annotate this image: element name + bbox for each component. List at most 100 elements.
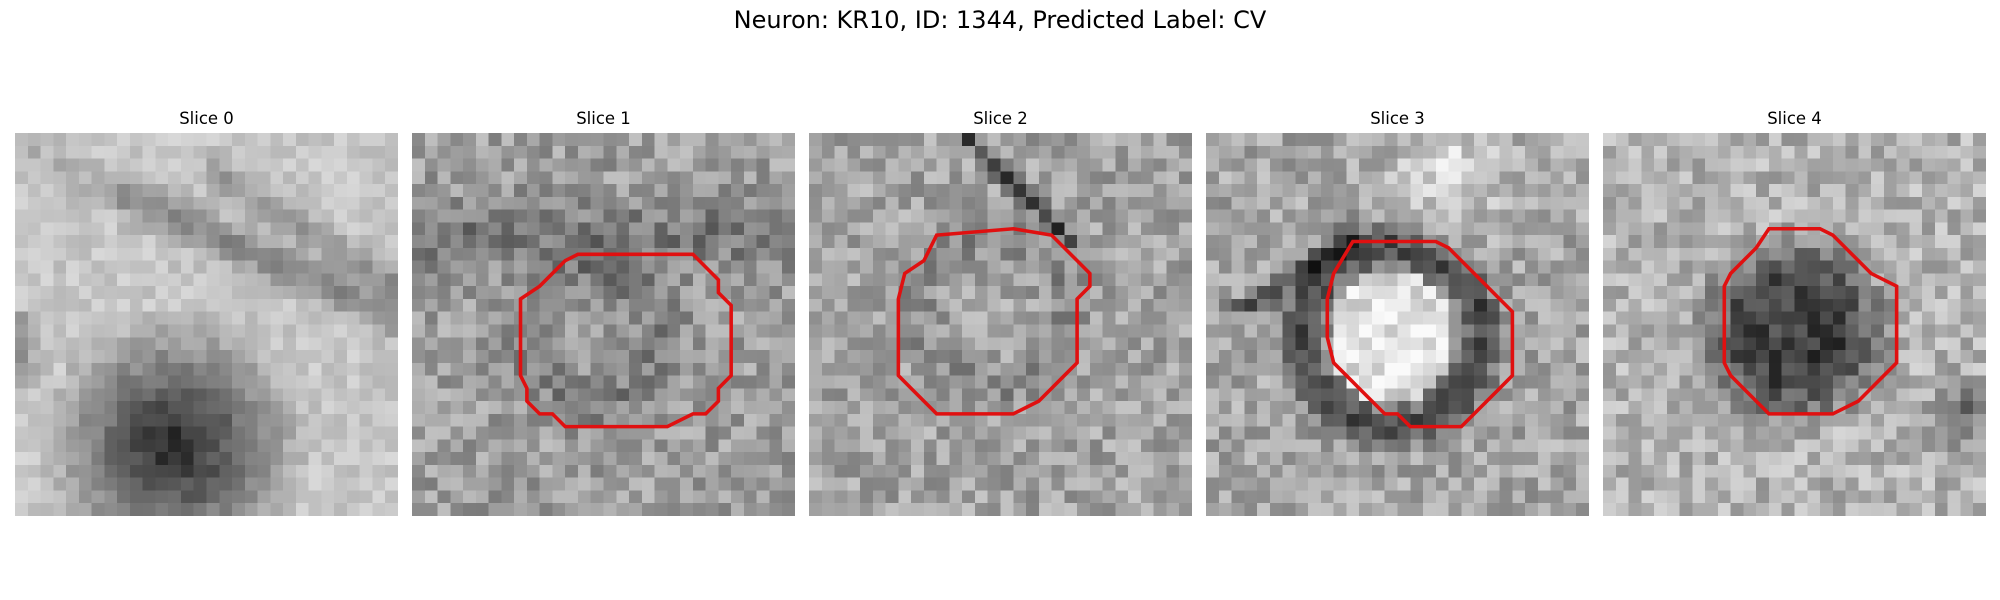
image-pixel [552, 145, 566, 159]
image-pixel [565, 286, 579, 300]
image-pixel [1550, 337, 1564, 351]
image-pixel [53, 260, 67, 274]
image-pixel [1448, 209, 1462, 223]
image-pixel [1832, 503, 1846, 516]
image-pixel [692, 235, 706, 249]
image-pixel [1666, 464, 1680, 478]
image-pixel [526, 350, 540, 364]
image-pixel [885, 464, 899, 478]
image-pixel [1384, 222, 1398, 236]
image-pixel [1781, 452, 1795, 466]
image-pixel [321, 158, 335, 172]
image-pixel [1448, 350, 1462, 364]
image-pixel [1077, 158, 1091, 172]
image-pixel [1768, 388, 1782, 402]
image-pixel [475, 401, 489, 415]
image-pixel [1615, 184, 1629, 198]
image-pixel [1038, 503, 1052, 516]
image-pixel [962, 235, 976, 249]
image-pixel [1206, 337, 1220, 351]
image-pixel [1947, 260, 1961, 274]
image-pixel [1206, 375, 1220, 389]
image-pixel [1512, 298, 1526, 312]
image-pixel [1679, 452, 1693, 466]
image-pixel [769, 273, 783, 287]
image-pixel [1883, 388, 1897, 402]
image-pixel [860, 286, 874, 300]
image-pixel [1499, 413, 1513, 427]
image-pixel [1206, 311, 1220, 325]
image-pixel [283, 401, 297, 415]
image-pixel [1333, 413, 1347, 427]
image-pixel [463, 260, 477, 274]
image-pixel [1308, 247, 1322, 261]
image-pixel [1166, 247, 1180, 261]
image-pixel [1000, 477, 1014, 491]
image-pixel [1140, 388, 1154, 402]
image-pixel [1576, 413, 1589, 427]
image-pixel [654, 324, 668, 338]
image-pixel [78, 337, 92, 351]
image-pixel [1717, 490, 1731, 504]
image-pixel [1384, 426, 1398, 440]
image-pixel [359, 158, 373, 172]
image-pixel [270, 247, 284, 261]
image-pixel [1832, 452, 1846, 466]
image-pixel [603, 235, 617, 249]
image-pixel [1896, 247, 1910, 261]
image-pixel [1140, 324, 1154, 338]
image-pixel [1282, 196, 1296, 210]
image-pixel [129, 337, 143, 351]
image-pixel [667, 337, 681, 351]
image-pixel [769, 324, 783, 338]
image-pixel [1435, 452, 1449, 466]
image-pixel [1474, 158, 1488, 172]
image-pixel [1794, 273, 1808, 287]
image-pixel [1871, 426, 1885, 440]
image-pixel [40, 401, 54, 415]
image-pixel [283, 145, 297, 159]
image-pixel [1845, 311, 1859, 325]
image-pixel [372, 439, 386, 453]
image-pixel [1244, 413, 1258, 427]
image-pixel [1038, 477, 1052, 491]
image-pixel [232, 401, 246, 415]
image-pixel [1947, 171, 1961, 185]
image-pixel [1499, 196, 1513, 210]
image-pixel [450, 477, 464, 491]
image-pixel [1346, 477, 1360, 491]
image-pixel [1077, 362, 1091, 376]
image-pixel [1359, 273, 1373, 287]
image-pixel [898, 209, 912, 223]
image-pixel [860, 413, 874, 427]
image-pixel [244, 311, 258, 325]
image-pixel [590, 184, 604, 198]
image-pixel [1743, 260, 1757, 274]
image-pixel [1000, 401, 1014, 415]
image-pixel [1166, 350, 1180, 364]
image-pixel [821, 209, 835, 223]
image-pixel [1845, 171, 1859, 185]
image-pixel [1781, 477, 1795, 491]
image-pixel [1102, 362, 1116, 376]
image-pixel [1295, 235, 1309, 249]
image-pixel [1371, 171, 1385, 185]
image-pixel [1166, 503, 1180, 516]
image-pixel [1206, 145, 1220, 159]
image-pixel [155, 439, 169, 453]
image-pixel [334, 464, 348, 478]
image-pixel [1013, 273, 1027, 287]
image-pixel [193, 222, 207, 236]
image-pixel [1756, 439, 1770, 453]
image-pixel [577, 401, 591, 415]
image-pixel [1512, 158, 1526, 172]
image-pixel [1641, 350, 1655, 364]
image-pixel [1410, 477, 1424, 491]
image-pixel [346, 413, 360, 427]
image-pixel [1435, 362, 1449, 376]
image-pixel [1153, 222, 1167, 236]
image-pixel [1525, 413, 1539, 427]
image-pixel [244, 286, 258, 300]
image-pixel [1550, 184, 1564, 198]
image-pixel [1871, 401, 1885, 415]
